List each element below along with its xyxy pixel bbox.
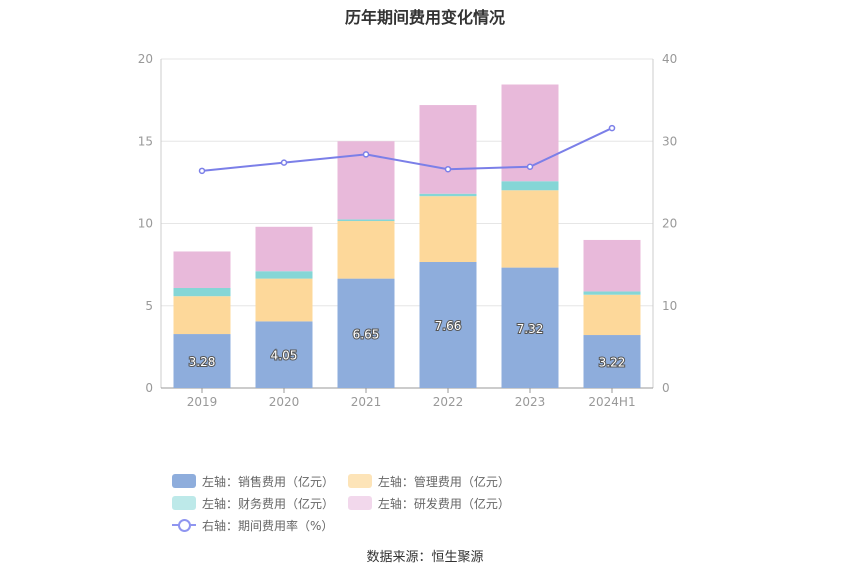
data-label: 3.28 bbox=[189, 355, 216, 369]
y-tick-label-right: 40 bbox=[662, 52, 677, 66]
y-tick-label-left: 10 bbox=[138, 217, 153, 231]
legend-item-rnd[interactable]: 左轴：研发费用（亿元） bbox=[347, 492, 520, 514]
data-label: 4.05 bbox=[271, 349, 298, 363]
y-tick-label-left: 0 bbox=[145, 381, 153, 395]
bar-segment bbox=[583, 239, 641, 292]
stacked-bar-line-chart: 0 5 10 15 20 0 10 20 30 40 3.28 2019 4.05 2020 6.65 202… bbox=[138, 52, 678, 409]
bar-segment bbox=[173, 251, 231, 288]
legend-label-rate: 右轴：期间费用率（%） bbox=[202, 518, 334, 533]
rate-point bbox=[280, 159, 288, 166]
bar-segment bbox=[173, 296, 231, 335]
bar-segment bbox=[255, 321, 313, 388]
legend-item-sales[interactable]: 左轴：销售费用（亿元） bbox=[172, 470, 344, 492]
x-tick-label: 2021 bbox=[351, 395, 382, 409]
y-tick-label-right: 30 bbox=[662, 134, 677, 148]
bar-segment bbox=[337, 219, 395, 222]
x-tick-label: 2020 bbox=[269, 395, 300, 409]
bar-segment bbox=[419, 261, 477, 388]
y-tick-label-right: 20 bbox=[662, 217, 677, 231]
legend: 左轴：销售费用（亿元） 左轴：管理费用（亿元） 左轴：财务费用（亿元） 左轴：研… bbox=[172, 470, 692, 536]
bar-segment bbox=[501, 181, 559, 191]
bar-segment bbox=[173, 334, 231, 388]
x-tick-label: 2022 bbox=[433, 395, 464, 409]
legend-swatch-rate-icon bbox=[172, 518, 196, 532]
legend-label-finance: 左轴：财务费用（亿元） bbox=[202, 496, 335, 511]
bar-segment bbox=[583, 335, 641, 388]
x-tick-label: 2019 bbox=[187, 395, 218, 409]
data-label: 6.65 bbox=[353, 327, 380, 341]
bar-segment bbox=[583, 291, 641, 295]
bar-segment bbox=[501, 190, 559, 268]
x-tick-label: 2024H1 bbox=[588, 395, 635, 409]
chart-title: 历年期间费用变化情况 bbox=[344, 8, 505, 27]
rate-point bbox=[362, 151, 370, 158]
y-tick-label-right: 0 bbox=[662, 381, 670, 395]
legend-label-admin: 左轴：管理费用（亿元） bbox=[377, 474, 510, 489]
data-label: 7.32 bbox=[517, 322, 544, 336]
y-tick-label-left: 20 bbox=[138, 52, 153, 66]
legend-swatch-admin bbox=[347, 474, 372, 488]
legend-label-rnd: 左轴：研发费用（亿元） bbox=[377, 496, 510, 511]
data-label: 3.22 bbox=[599, 356, 626, 370]
legend-item-admin[interactable]: 左轴：管理费用（亿元） bbox=[347, 470, 520, 492]
data-source: 数据来源：恒生聚源 bbox=[366, 550, 484, 565]
legend-swatch-rnd bbox=[347, 496, 372, 510]
rate-point bbox=[526, 163, 534, 170]
bar-segment bbox=[419, 105, 477, 194]
y-tick-label-right: 10 bbox=[662, 299, 677, 313]
data-label: 7.66 bbox=[435, 319, 462, 333]
y-tick-label-left: 5 bbox=[145, 299, 153, 313]
rate-point bbox=[444, 165, 452, 173]
bar-segment bbox=[337, 278, 395, 388]
rate-point bbox=[198, 167, 206, 175]
rate-line bbox=[201, 127, 613, 172]
bar-segment bbox=[255, 226, 313, 272]
bar-segment bbox=[255, 271, 313, 279]
bar-segment bbox=[419, 193, 477, 197]
bar-segment bbox=[583, 294, 641, 336]
legend-swatch-finance bbox=[172, 496, 196, 510]
bar-segment bbox=[419, 196, 477, 262]
bar-segment bbox=[501, 267, 559, 388]
bar-segment bbox=[173, 287, 231, 297]
legend-label-sales: 左轴：销售费用（亿元） bbox=[202, 474, 335, 489]
y-tick-label-left: 15 bbox=[138, 134, 153, 148]
bar-segment bbox=[337, 221, 395, 279]
rate-point bbox=[608, 124, 616, 132]
legend-item-rate[interactable]: 右轴：期间费用率（%） bbox=[172, 514, 344, 536]
legend-swatch-sales bbox=[172, 474, 196, 488]
x-tick-label: 2023 bbox=[515, 395, 546, 409]
bar-segment bbox=[255, 278, 313, 322]
legend-item-finance[interactable]: 左轴：财务费用（亿元） bbox=[172, 492, 344, 514]
